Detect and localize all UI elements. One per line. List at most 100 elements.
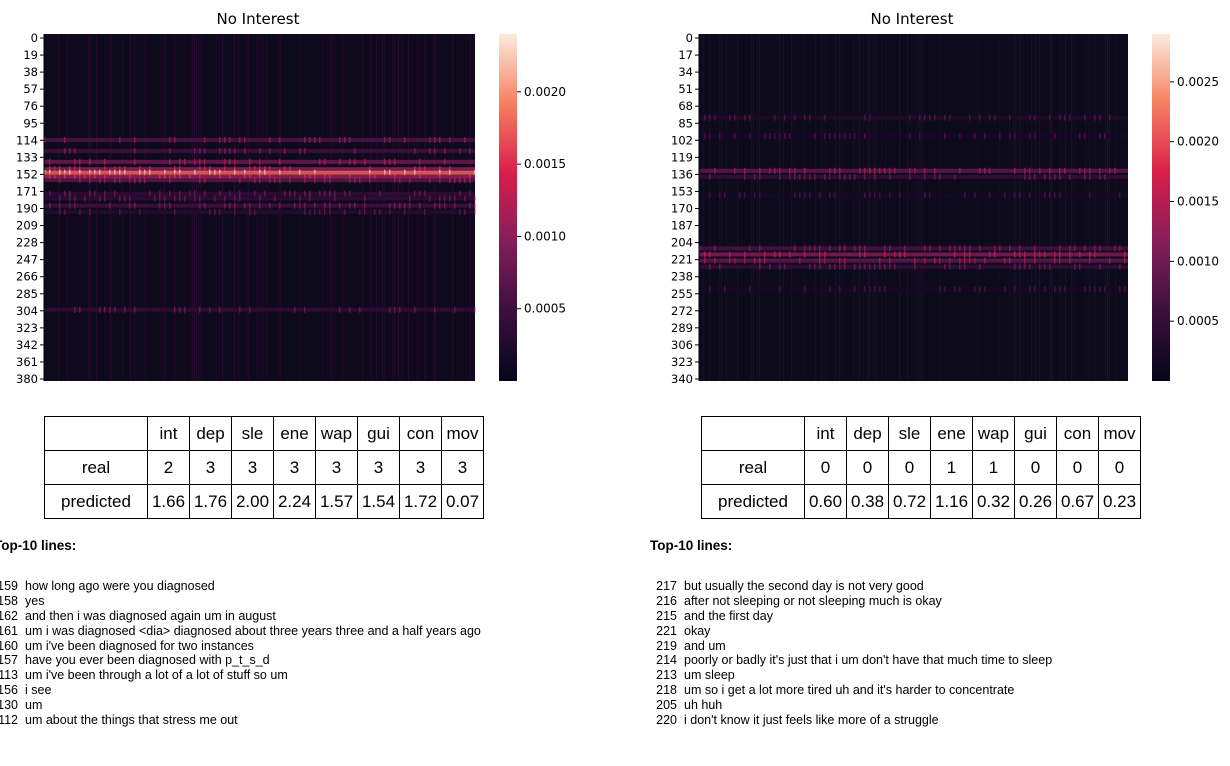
heatmap-column — [719, 34, 721, 381]
heatmap-speckle — [864, 245, 866, 252]
heatmap-speckle — [59, 209, 61, 216]
heatmap-speckle — [1029, 286, 1031, 293]
heatmap-speckle — [934, 173, 936, 180]
heatmap-band — [699, 287, 1128, 292]
heatmap-speckle — [1009, 114, 1011, 121]
heatmap-speckle — [1079, 251, 1081, 258]
line-number: 218 — [656, 683, 677, 698]
line-number: 160 — [0, 638, 18, 653]
heatmap-speckle — [1074, 245, 1076, 252]
heatmap-speckle — [1004, 192, 1006, 199]
heatmap-speckle — [119, 136, 121, 143]
heatmap-speckle — [939, 286, 941, 293]
heatmap-speckle — [804, 173, 806, 180]
heatmap-band — [699, 264, 1128, 269]
heatmap-columns — [699, 34, 1127, 381]
heatmap-speckle — [1104, 286, 1106, 293]
heatmap-speckle — [339, 202, 341, 209]
heatmap-speckle — [864, 192, 866, 199]
heatmap-speckle — [119, 166, 121, 173]
heatmap-speckle — [469, 147, 471, 154]
heatmap-speckle — [704, 133, 706, 140]
heatmap-speckle — [759, 263, 761, 270]
heatmap-speckle — [709, 173, 711, 180]
heatmap-speckle — [204, 166, 206, 173]
heatmap-speckle — [464, 209, 466, 216]
heatmap-speckle — [1029, 114, 1031, 121]
colorbar-tick-label: 0.0020 — [1177, 135, 1219, 149]
line-text: um i've been through a lot of a lot of s… — [25, 668, 288, 683]
heatmap-speckle — [224, 136, 226, 143]
heatmap-column — [1021, 34, 1023, 381]
heatmap-speckle — [914, 257, 916, 264]
heatmap-speckle — [319, 136, 321, 143]
heatmap-speckle — [804, 114, 806, 121]
heatmap-speckle — [1124, 257, 1126, 264]
heatmap-speckle — [474, 209, 476, 216]
heatmap-speckle — [239, 306, 241, 313]
heatmap-speckle — [439, 173, 441, 180]
heatmap-speckle — [999, 133, 1001, 140]
heatmap-speckle — [744, 173, 746, 180]
heatmap-speckle — [964, 263, 966, 270]
heatmap-column — [875, 34, 877, 381]
heatmap-speckle — [384, 169, 386, 176]
y-tick-label: 204 — [671, 236, 693, 250]
heatmap-speckle — [1069, 114, 1071, 121]
heatmap-speckle — [414, 190, 416, 197]
heatmap-speckle — [149, 166, 151, 173]
table-cell: 0 — [1056, 450, 1099, 485]
heatmap-speckle — [124, 166, 126, 173]
line-text: after not sleeping or not sleeping much … — [684, 593, 942, 608]
heatmap-speckle — [944, 133, 946, 140]
heatmap-speckle — [709, 192, 711, 199]
heatmap-column — [969, 34, 971, 381]
colorbar-tick-label: 0.0010 — [524, 229, 566, 243]
heatmap-speckle — [229, 136, 231, 143]
heatmap-speckle — [769, 167, 771, 174]
table-header-ene: ene — [273, 416, 316, 451]
heatmap-speckle — [744, 114, 746, 121]
heatmap-speckle — [704, 257, 706, 264]
heatmap-speckle — [459, 209, 461, 216]
heatmap-speckle — [194, 158, 196, 165]
heatmap-speckle — [399, 202, 401, 209]
heatmap-speckle — [174, 166, 176, 173]
heatmap-column — [839, 34, 841, 381]
heatmap-speckle — [369, 177, 371, 184]
heatmap-speckle — [114, 166, 116, 173]
heatmap-speckle — [289, 177, 291, 184]
heatmap-speckle — [384, 136, 386, 143]
heatmap-speckle — [234, 195, 236, 202]
colorbar-tick-label: 0.0025 — [1177, 75, 1219, 89]
heatmap-speckle — [919, 114, 921, 121]
heatmap-speckle — [294, 202, 296, 209]
heatmap-speckle — [934, 167, 936, 174]
heatmap-speckle — [454, 306, 456, 313]
heatmap-column — [933, 34, 935, 381]
heatmap-speckle — [1059, 251, 1061, 258]
heatmap-speckle — [269, 166, 271, 173]
heatmap-speckle — [469, 177, 471, 184]
heatmap-speckle — [54, 166, 56, 173]
heatmap-speckle — [89, 209, 91, 216]
heatmap-speckle — [74, 166, 76, 173]
heatmap-speckle — [179, 169, 181, 176]
heatmap-speckle — [1044, 251, 1046, 258]
heatmap-speckle — [254, 190, 256, 197]
heatmap-speckle — [894, 167, 896, 174]
y-tick-label: 38 — [23, 65, 38, 79]
heatmap-speckle — [179, 158, 181, 165]
table-header-int: int — [147, 416, 190, 451]
heatmap-speckle — [974, 257, 976, 264]
heatmap-speckle — [94, 169, 96, 176]
heatmap-speckle — [354, 202, 356, 209]
heatmap-speckle — [159, 202, 161, 209]
heatmap-column — [1059, 34, 1061, 381]
heatmap-speckle — [1059, 167, 1061, 174]
heatmap-speckle — [764, 257, 766, 264]
heatmap-speckle — [444, 202, 446, 209]
heatmap-speckle — [934, 114, 936, 121]
line-text: and the first day — [684, 608, 773, 623]
heatmap-speckle — [769, 133, 771, 140]
